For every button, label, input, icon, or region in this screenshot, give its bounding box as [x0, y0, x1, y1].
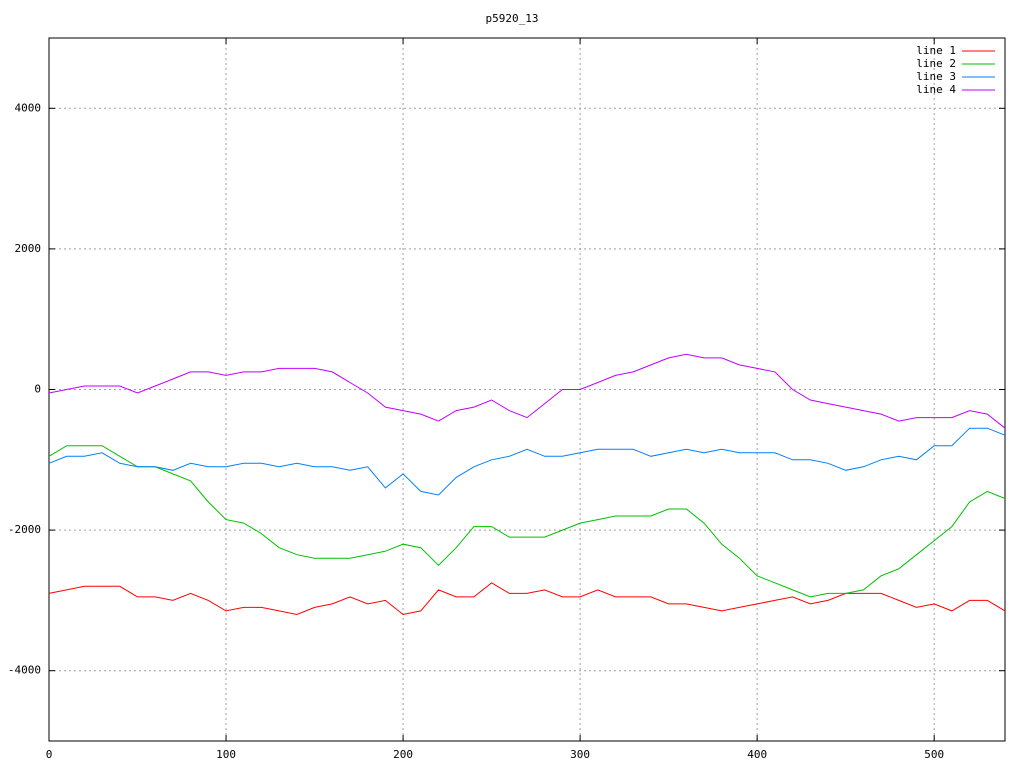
y-tick-label: 4000 — [15, 101, 42, 114]
x-tick-label: 500 — [924, 748, 944, 761]
x-tick-label: 200 — [393, 748, 413, 761]
line-series — [48, 427, 1006, 496]
legend-label: line 1 — [916, 44, 956, 57]
x-tick-label: 400 — [747, 748, 767, 761]
y-tick-label: -4000 — [8, 664, 41, 677]
x-tick-label: 300 — [570, 748, 590, 761]
legend-label: line 3 — [916, 70, 956, 83]
y-tick-label: -2000 — [8, 523, 41, 536]
line-series — [48, 445, 1006, 598]
plot-border — [48, 37, 1006, 742]
legend-label: line 2 — [916, 57, 956, 70]
chart-title: p5920_13 — [486, 12, 539, 25]
y-tick-label: 2000 — [15, 242, 42, 255]
line-series — [48, 353, 1006, 429]
legend-label: line 4 — [916, 83, 956, 96]
y-tick-label: 0 — [34, 383, 41, 396]
x-tick-label: 100 — [216, 748, 236, 761]
x-tick-label: 0 — [46, 748, 53, 761]
